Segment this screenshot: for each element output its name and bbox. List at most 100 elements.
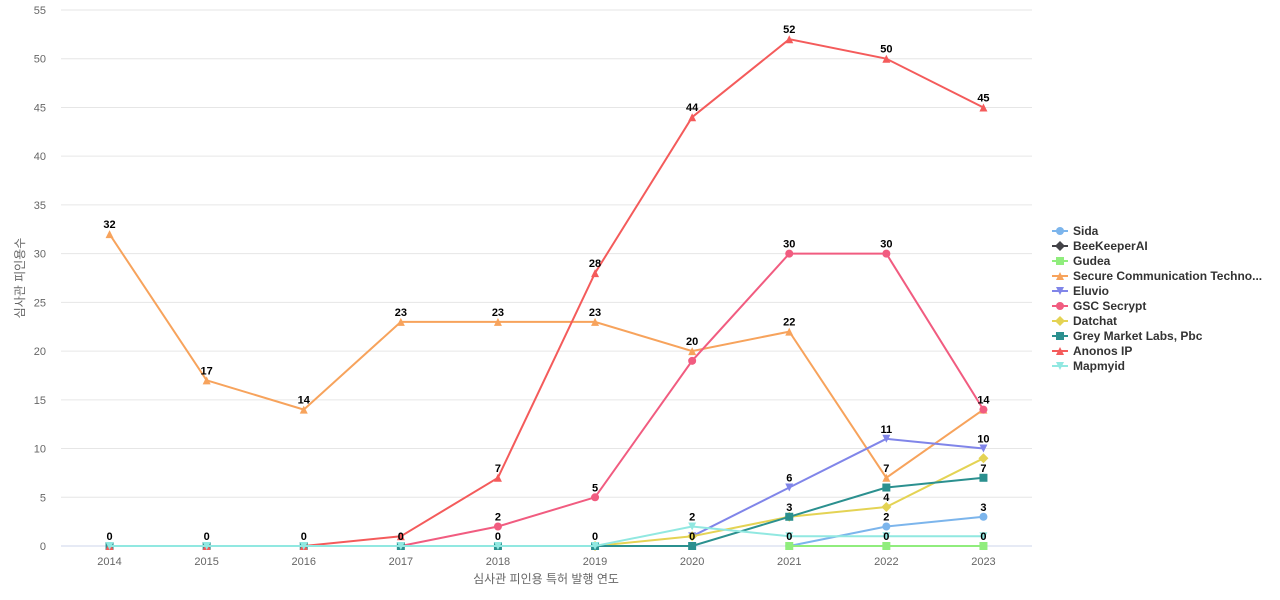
data-label: 3: [786, 502, 792, 514]
data-label: 0: [204, 531, 210, 543]
legend-item: Sida: [1052, 224, 1099, 238]
data-label: 23: [395, 307, 407, 319]
y-tick-label: 0: [40, 541, 46, 553]
data-label: 14: [298, 395, 311, 407]
data-label: 23: [492, 307, 504, 319]
y-tick-label: 20: [34, 346, 46, 358]
x-tick-label: 2023: [971, 556, 995, 568]
data-label: 14: [977, 395, 990, 407]
data-point: [493, 473, 502, 482]
legend-label: Grey Market Labs, Pbc: [1073, 329, 1203, 343]
data-point: [105, 542, 114, 550]
data-point: [785, 327, 794, 336]
data-point: [591, 269, 600, 278]
x-tick-label: 2017: [389, 556, 413, 568]
data-point: [979, 512, 988, 521]
series-mapmyid: [105, 522, 988, 550]
data-label: 0: [883, 531, 889, 543]
x-tick-label: 2020: [680, 556, 704, 568]
legend-marker: [1056, 272, 1064, 280]
series-line: [109, 38, 984, 547]
data-point: [882, 434, 891, 443]
x-axis: 2014 2015 2016 2017 2018 2019 2020 2021 2022 2023: [97, 556, 995, 568]
data-label: 7: [883, 463, 889, 475]
data-point: [493, 542, 502, 550]
data-point: [493, 522, 502, 531]
data-point: [299, 542, 308, 550]
data-label: 4: [883, 492, 890, 504]
data-point: [882, 522, 891, 531]
y-tick-label: 55: [34, 5, 46, 17]
data-point: [785, 512, 794, 521]
legend-label: Mapmyid: [1073, 359, 1125, 373]
data-point: [688, 356, 697, 365]
data-label: 50: [880, 44, 892, 56]
data-point: [202, 542, 211, 550]
legend-item: Eluvio: [1052, 284, 1109, 298]
y-tick-label: 40: [34, 151, 46, 163]
data-point: [785, 483, 794, 492]
x-tick-label: 2018: [486, 556, 510, 568]
data-label: 7: [980, 463, 986, 475]
data-label: 22: [783, 317, 795, 329]
data-label: 32: [103, 219, 115, 231]
legend-marker: [1056, 347, 1064, 355]
y-axis-title: 심사관 피인용수: [13, 238, 27, 319]
data-label: 0: [495, 531, 501, 543]
legend-marker: [1056, 287, 1064, 295]
data-point: [978, 453, 989, 464]
x-tick-label: 2015: [194, 556, 218, 568]
data-point: [299, 405, 308, 414]
data-point: [688, 113, 697, 122]
data-point: [591, 317, 600, 326]
legend-item: Gudea: [1052, 254, 1111, 268]
legend-label: Secure Communication Techno...: [1073, 269, 1262, 283]
data-label: 0: [106, 531, 112, 543]
data-point: [688, 522, 697, 531]
data-point: [688, 347, 697, 356]
data-label: 30: [880, 239, 892, 251]
data-point: [591, 542, 600, 550]
y-tick-label: 35: [34, 200, 46, 212]
legend-label: GSC Secrypt: [1073, 299, 1146, 313]
legend-marker: [1055, 241, 1065, 251]
data-point: [882, 473, 891, 482]
data-point: [785, 532, 794, 541]
data-label: 11: [881, 424, 893, 436]
data-label: 0: [786, 531, 792, 543]
legend-marker: [1056, 227, 1064, 235]
data-point: [979, 473, 988, 482]
data-label: 0: [301, 531, 307, 543]
x-tick-label: 2019: [583, 556, 607, 568]
legend-item: Grey Market Labs, Pbc: [1052, 329, 1203, 343]
y-tick-label: 10: [34, 444, 46, 456]
data-label: 7: [495, 463, 501, 475]
data-label: 3: [980, 502, 986, 514]
data-point: [882, 249, 891, 258]
x-axis-title: 심사관 피인용 특허 발행 연도: [473, 571, 619, 586]
x-tick-label: 2016: [292, 556, 316, 568]
legend-label: Gudea: [1073, 254, 1111, 268]
data-point: [979, 542, 988, 550]
data-label: 28: [589, 258, 601, 270]
data-point: [202, 376, 211, 385]
data-label: 6: [786, 473, 792, 485]
data-point: [882, 483, 891, 492]
gridlines: [61, 9, 1032, 547]
y-tick-label: 5: [40, 492, 46, 504]
legend-item: Secure Communication Techno...: [1052, 269, 1262, 283]
data-label: 10: [977, 434, 989, 446]
x-tick-label: 2021: [777, 556, 801, 568]
legend-item: Anonos IP: [1052, 344, 1132, 358]
legend-label: Anonos IP: [1073, 344, 1132, 358]
y-tick-label: 25: [34, 297, 46, 309]
legend-marker: [1055, 316, 1065, 326]
data-point: [785, 542, 794, 550]
data-point: [396, 317, 405, 326]
data-point: [687, 531, 698, 542]
legend-item: Mapmyid: [1052, 359, 1125, 373]
y-axis: 0 5 10 15 20 25 30 35 40 45 50 55: [34, 5, 46, 553]
data-label: 52: [783, 24, 795, 36]
legend-item: BeeKeeperAI: [1052, 239, 1148, 253]
